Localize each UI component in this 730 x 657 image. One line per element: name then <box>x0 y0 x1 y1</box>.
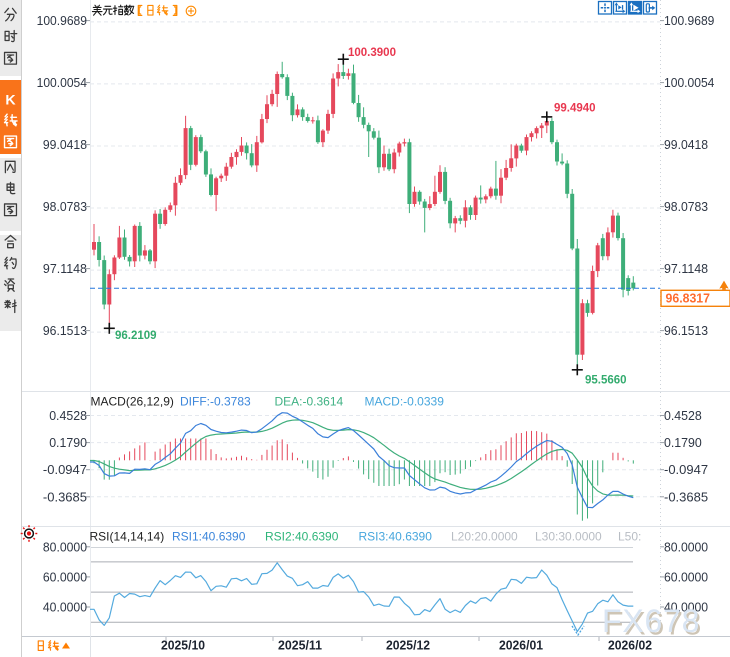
svg-text:-0.3685: -0.3685 <box>664 489 708 504</box>
svg-text:100.3900: 100.3900 <box>348 47 396 59</box>
svg-text:-0.0947: -0.0947 <box>43 462 87 477</box>
svg-text:2026/01: 2026/01 <box>499 638 543 653</box>
svg-text:-0.3685: -0.3685 <box>43 489 87 504</box>
svg-text:60.0000: 60.0000 <box>43 569 87 584</box>
svg-text:100.0054: 100.0054 <box>37 75 87 90</box>
svg-text:L20:20.0000: L20:20.0000 <box>451 530 518 544</box>
svg-text:-0.0947: -0.0947 <box>664 462 708 477</box>
svg-text:40.0000: 40.0000 <box>43 600 87 615</box>
svg-text:RSI1:40.6390: RSI1:40.6390 <box>172 530 246 544</box>
svg-text:100.9689: 100.9689 <box>664 13 714 28</box>
svg-text:97.1148: 97.1148 <box>43 261 87 276</box>
svg-text:96.8317: 96.8317 <box>666 291 711 306</box>
svg-text:0.4528: 0.4528 <box>49 408 87 423</box>
svg-text:100.0054: 100.0054 <box>664 75 714 90</box>
svg-text:2025/10: 2025/10 <box>161 638 205 653</box>
svg-text:MACD(26,12,9): MACD(26,12,9) <box>91 395 174 409</box>
svg-text:2025/12: 2025/12 <box>386 638 430 653</box>
svg-text:80.0000: 80.0000 <box>43 539 87 554</box>
svg-text:98.0783: 98.0783 <box>43 199 87 214</box>
svg-text:RSI(14,14,14): RSI(14,14,14) <box>90 530 165 544</box>
svg-text:0.1790: 0.1790 <box>664 435 702 450</box>
svg-text:L30:30.0000: L30:30.0000 <box>535 530 602 544</box>
svg-text:RSI2:40.6390: RSI2:40.6390 <box>265 530 339 544</box>
svg-text:0.4528: 0.4528 <box>664 408 702 423</box>
svg-text:0.1790: 0.1790 <box>49 435 87 450</box>
svg-text:DEA:-0.3614: DEA:-0.3614 <box>275 395 344 409</box>
svg-text:80.0000: 80.0000 <box>664 539 708 554</box>
svg-text:96.1513: 96.1513 <box>43 323 87 338</box>
svg-text:99.0418: 99.0418 <box>664 137 708 152</box>
svg-text:DIFF:-0.3783: DIFF:-0.3783 <box>180 395 251 409</box>
svg-text:FX678: FX678 <box>602 603 700 639</box>
svg-text:K: K <box>5 93 16 109</box>
svg-text:RSI3:40.6390: RSI3:40.6390 <box>359 530 433 544</box>
svg-text:MACD:-0.0339: MACD:-0.0339 <box>365 395 445 409</box>
svg-text:96.1513: 96.1513 <box>664 323 708 338</box>
svg-text:99.0418: 99.0418 <box>43 137 87 152</box>
svg-text:60.0000: 60.0000 <box>664 569 708 584</box>
svg-text:98.0783: 98.0783 <box>664 199 708 214</box>
svg-text:100.9689: 100.9689 <box>37 13 87 28</box>
svg-text:L50:: L50: <box>618 530 641 544</box>
svg-text:2026/02: 2026/02 <box>608 638 652 653</box>
svg-text:40.0000: 40.0000 <box>664 600 708 615</box>
svg-text:2025/11: 2025/11 <box>278 638 322 653</box>
svg-text:96.2109: 96.2109 <box>115 330 157 342</box>
svg-text:99.4940: 99.4940 <box>554 103 596 115</box>
svg-text:FX678: FX678 <box>604 606 702 642</box>
svg-text:97.1148: 97.1148 <box>664 261 708 276</box>
svg-text:95.5660: 95.5660 <box>585 375 627 387</box>
